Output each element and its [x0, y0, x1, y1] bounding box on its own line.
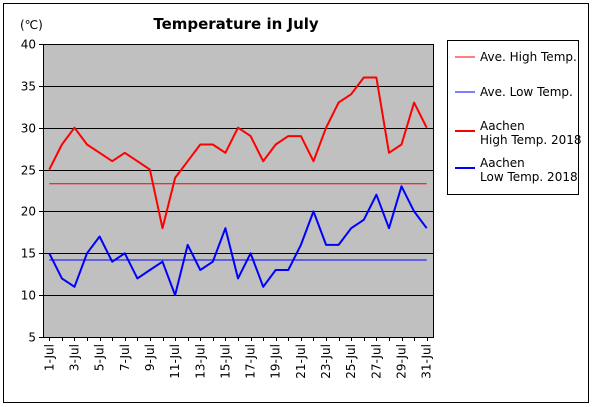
legend-label: Aachen — [480, 156, 525, 170]
x-tick-label: 7-Jul — [118, 344, 132, 371]
x-tick-label: 23-Jul — [319, 344, 333, 379]
legend-label: Ave. Low Temp. — [480, 85, 573, 99]
x-tick-label: 29-Jul — [395, 344, 409, 379]
y-tick-label: 30 — [21, 122, 36, 136]
x-tick-label: 19-Jul — [269, 344, 283, 379]
x-tick-label: 15-Jul — [218, 344, 232, 379]
plot-area — [43, 44, 434, 338]
y-tick-label: 40 — [21, 38, 36, 52]
x-tick-label: 3-Jul — [67, 344, 81, 371]
legend-label: Ave. High Temp. — [480, 50, 577, 64]
y-tick-label: 10 — [21, 289, 36, 303]
y-unit-label: (℃) — [20, 18, 43, 32]
legend-label: Aachen — [480, 119, 525, 133]
x-tick-label: 1-Jul — [42, 344, 56, 371]
y-tick-label: 5 — [28, 331, 36, 345]
x-tick-label: 31-Jul — [420, 344, 434, 379]
x-tick-label: 5-Jul — [93, 344, 107, 371]
x-tick-label: 17-Jul — [244, 344, 258, 379]
x-axis-ticks: 1-Jul 3-Jul 5-Jul 7-Jul 9-Jul 11-Jul 13-Jul 15-… — [42, 337, 434, 379]
x-tick-label: 11-Jul — [168, 344, 182, 379]
x-tick-label: 27-Jul — [369, 344, 383, 379]
series-lines — [48, 76, 428, 297]
chart-title: Temperature in July — [153, 15, 319, 33]
x-tick-label: 9-Jul — [143, 344, 157, 371]
x-tick-label: 21-Jul — [294, 344, 308, 379]
y-tick-label: 20 — [21, 205, 36, 219]
legend-label: Low Temp. 2018 — [480, 170, 578, 184]
y-axis-ticks: 5 10 15 20 25 30 35 40 — [21, 38, 43, 345]
y-tick-label: 25 — [21, 164, 36, 178]
legend-label: High Temp. 2018 — [480, 133, 582, 147]
y-tick-label: 35 — [21, 80, 36, 94]
y-tick-label: 15 — [21, 247, 36, 261]
series-line-3 — [48, 76, 428, 230]
x-tick-label: 13-Jul — [193, 344, 207, 379]
x-tick-label: 25-Jul — [344, 344, 358, 379]
legend: Ave. High Temp.Ave. Low Temp.AachenHigh … — [455, 50, 582, 184]
series-line-4 — [48, 185, 428, 297]
